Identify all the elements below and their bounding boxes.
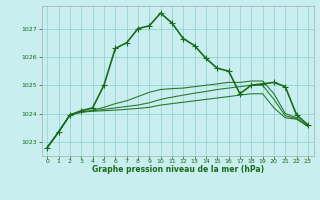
- X-axis label: Graphe pression niveau de la mer (hPa): Graphe pression niveau de la mer (hPa): [92, 165, 264, 174]
